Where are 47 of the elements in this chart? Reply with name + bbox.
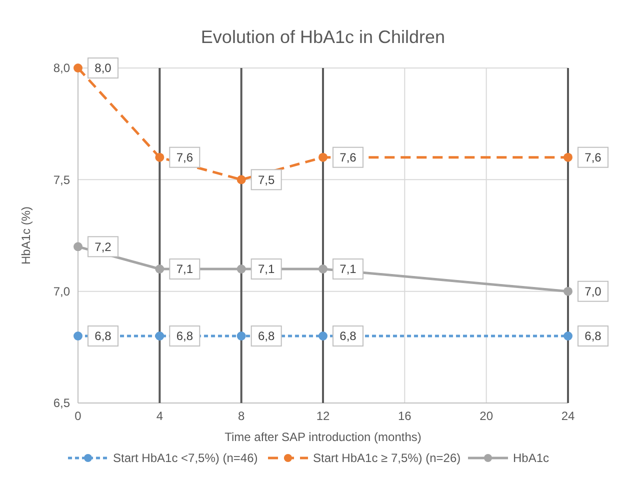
x-tick-label: 12 — [316, 409, 330, 423]
data-label: 6,8 — [584, 329, 602, 344]
point — [155, 332, 164, 340]
point — [564, 152, 572, 162]
legend-label: HbA1c — [513, 451, 550, 466]
data-label: 7,5 — [258, 172, 275, 187]
y-axis-title: HbA1c (%) — [19, 206, 33, 265]
data-label: 7,6 — [584, 150, 602, 165]
point — [155, 264, 164, 274]
data-label: 6,8 — [258, 329, 275, 344]
y-tick-label: 7,0 — [53, 284, 70, 299]
data-label: 7,6 — [176, 150, 194, 165]
x-tick-label: 8 — [238, 409, 245, 423]
data-label: 7,1 — [258, 262, 275, 276]
data-label: 6,8 — [94, 329, 112, 344]
data-label: 7,1 — [340, 262, 357, 276]
legend-label: Start HbA1c ≥ 7,5%) (n=26) — [313, 451, 461, 466]
x-tick-label: 16 — [398, 409, 412, 423]
point — [318, 152, 328, 162]
point — [236, 175, 246, 184]
x-tick-label: 24 — [561, 409, 575, 423]
chart-title: Evolution of HbA1c in Children — [200, 27, 446, 47]
point — [236, 332, 246, 340]
point — [74, 332, 82, 340]
point — [318, 332, 328, 340]
data-label: 6,8 — [176, 329, 194, 344]
data-label: 8,0 — [94, 61, 112, 76]
data-label: 6,8 — [340, 329, 357, 344]
legend-label: Start HbA1c <7,5%) (n=46) — [113, 451, 258, 466]
y-tick-label: 8,0 — [53, 61, 70, 76]
data-label: 7,2 — [94, 240, 112, 254]
point — [564, 332, 572, 340]
y-tick-label: 6,5 — [53, 396, 70, 410]
point — [74, 64, 82, 72]
x-tick-label: 4 — [156, 409, 164, 423]
point — [236, 264, 246, 274]
point — [155, 152, 164, 162]
x-tick-label: 0 — [74, 409, 82, 423]
x-axis-title: Time after SAP introduction (months) — [224, 430, 422, 444]
point — [564, 286, 572, 296]
point — [74, 242, 82, 252]
data-label: 7,6 — [340, 150, 357, 165]
point — [318, 264, 328, 274]
data-label: 7,1 — [176, 262, 194, 276]
x-tick-label: 20 — [480, 409, 494, 423]
y-tick-label: 7,5 — [53, 172, 70, 187]
data-label: 7,0 — [584, 284, 602, 299]
